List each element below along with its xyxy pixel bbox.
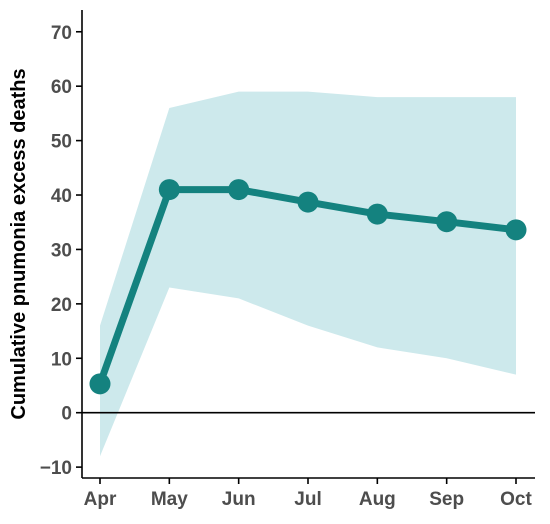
data-point-may [158,179,180,201]
y-tick-label: −10 [40,458,72,479]
series-points-layer [89,179,527,395]
data-point-sep [436,211,458,233]
data-point-jul [297,191,319,213]
x-tick-label: Oct [500,489,532,510]
confidence-ribbon [100,91,516,457]
y-axis-title: Cumulative pnumonia excess deaths [8,68,30,419]
data-point-jun [228,179,250,201]
y-tick-label: 10 [51,349,72,370]
data-point-oct [505,219,527,241]
y-tick-label: 40 [51,186,72,207]
x-tick-label: Jul [294,489,321,510]
y-tick-label: 20 [51,295,72,316]
x-tick-label: Aug [359,489,396,510]
axes-layer: −10 0 10 20 30 40 50 60 70 Apr May Jun Jul Aug Sep Oct [40,10,535,510]
x-tick-label: Jun [222,489,256,510]
confidence-ribbon-layer [100,91,516,457]
x-tick-label: May [151,489,188,510]
data-point-aug [366,203,388,225]
y-tick-label: 0 [61,404,72,425]
x-tick-label: Sep [429,489,464,510]
y-tick-label: 50 [51,132,72,153]
y-tick-label: 30 [51,240,72,261]
data-point-apr [89,373,111,395]
y-tick-label: 70 [51,23,72,44]
y-tick-label: 60 [51,77,72,98]
x-tick-label: Apr [84,489,117,510]
